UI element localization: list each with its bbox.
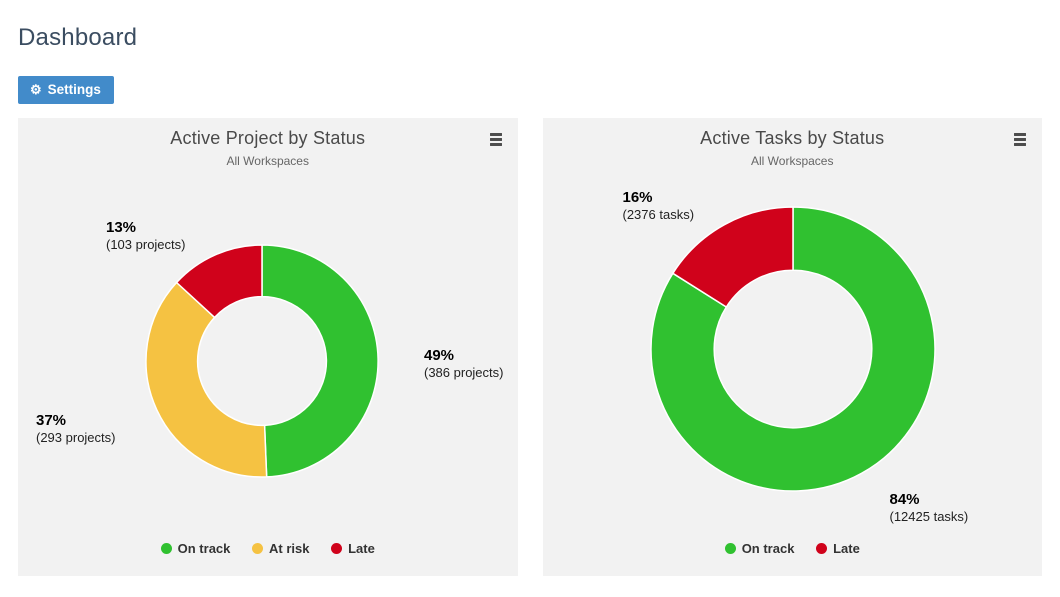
- charts-row: Active Project by Status All Workspaces …: [18, 118, 1042, 576]
- slice-percent: 16%: [622, 189, 653, 206]
- legend-label-on-track: On track: [741, 541, 795, 556]
- legend-item-on-track[interactable]: On track: [724, 541, 795, 556]
- legend-label-at-risk: At risk: [269, 541, 310, 556]
- page-title: Dashboard: [18, 24, 138, 51]
- gear-icon: ⚙: [30, 82, 42, 97]
- chart-subtitle-projects: All Workspaces: [226, 154, 309, 168]
- legend-dot-late: [816, 543, 828, 554]
- legend-dot-on-track: [160, 543, 172, 554]
- legend-dot-at-risk: [252, 543, 264, 554]
- legend-item-at-risk[interactable]: At risk: [252, 541, 309, 556]
- legend-label-on-track: On track: [177, 541, 231, 556]
- chart-title-tasks: Active Tasks by Status: [700, 128, 885, 148]
- slice-count: (386 projects): [424, 365, 504, 381]
- chart-legend-projects: On track At risk Late: [18, 541, 518, 557]
- slice-label-projects-at-risk: 37% (293 projects): [36, 412, 115, 446]
- chart-card-projects: Active Project by Status All Workspaces …: [18, 118, 518, 576]
- donut-chart-projects[interactable]: [145, 244, 379, 478]
- slice-count: (12425 tasks): [889, 509, 969, 525]
- slice-label-tasks-on-track: 84% (12425 tasks): [890, 491, 969, 525]
- chart-card-tasks: Active Tasks by Status All Workspaces 16…: [542, 118, 1043, 576]
- slice-count: (293 projects): [36, 430, 116, 446]
- donut-chart-tasks[interactable]: [649, 206, 936, 492]
- chart-subtitle-tasks: All Workspaces: [751, 154, 834, 168]
- settings-button[interactable]: ⚙ Settings: [18, 76, 114, 104]
- slice-count: (2376 tasks): [622, 207, 695, 223]
- chart-legend-tasks: On track Late: [543, 541, 1043, 557]
- legend-label-late: Late: [833, 541, 860, 556]
- slice-label-projects-late: 13% (103 projects): [106, 219, 185, 253]
- legend-dot-late: [331, 543, 343, 554]
- legend-dot-on-track: [724, 543, 736, 554]
- slice-percent: 84%: [889, 491, 920, 508]
- chart-title-projects: Active Project by Status: [170, 128, 366, 148]
- slice-label-tasks-late: 16% (2376 tasks): [623, 189, 695, 223]
- slice-percent: 49%: [424, 347, 455, 364]
- slice-percent: 13%: [106, 219, 137, 236]
- settings-button-label: Settings: [47, 82, 101, 97]
- dashboard-page: Dashboard ⚙ Settings Active Project by S…: [0, 24, 1060, 576]
- legend-item-late[interactable]: Late: [816, 541, 860, 556]
- slice-count: (103 projects): [106, 237, 186, 253]
- legend-label-late: Late: [348, 541, 375, 556]
- legend-item-late[interactable]: Late: [331, 541, 375, 556]
- legend-item-on-track[interactable]: On track: [160, 541, 231, 556]
- slice-label-projects-on-track: 49% (386 projects): [424, 347, 503, 381]
- slice-percent: 37%: [36, 412, 67, 429]
- chart-menu-icon-projects[interactable]: [488, 131, 504, 148]
- chart-menu-icon-tasks[interactable]: [1012, 131, 1028, 148]
